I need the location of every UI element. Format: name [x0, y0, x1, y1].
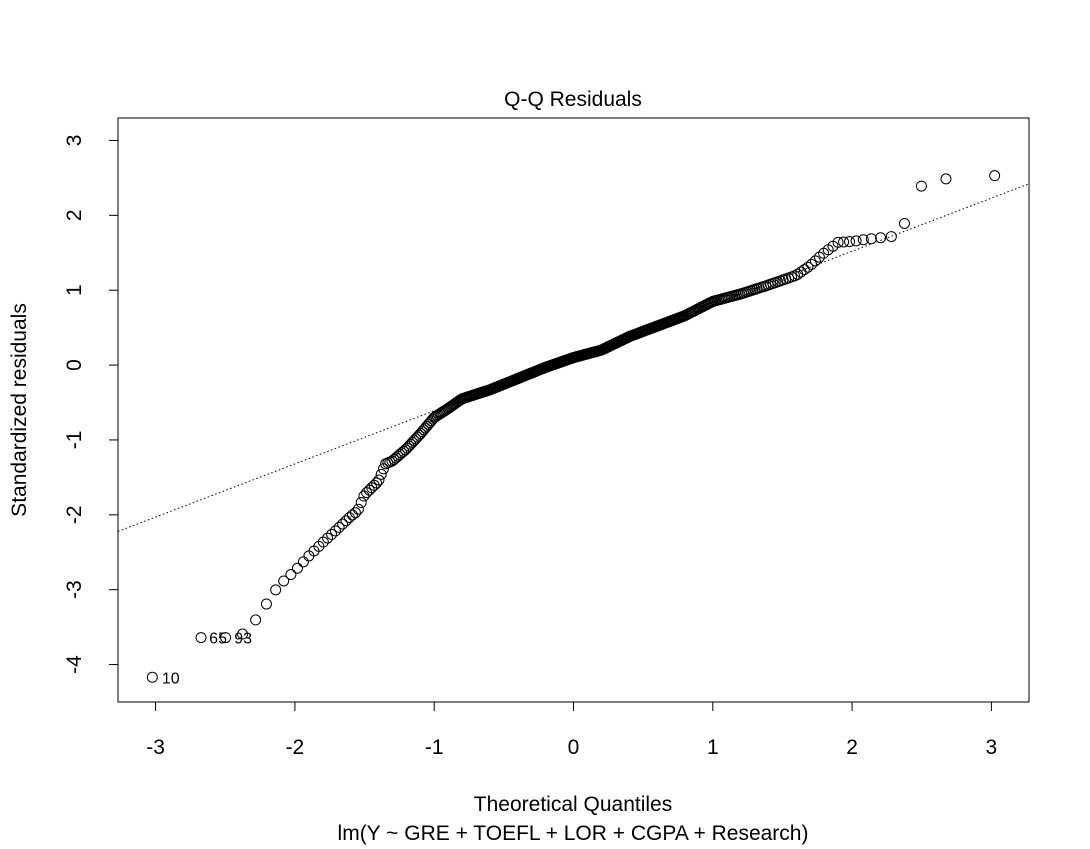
y-tick-label: -2: [63, 505, 86, 524]
residual-point: [802, 261, 814, 273]
residual-point: [850, 235, 862, 247]
x-tick-label: -1: [425, 736, 444, 759]
x-axis-label: Theoretical Quantiles: [474, 793, 672, 816]
residual-point: [377, 463, 389, 475]
y-axis: -4 -3 -2 -1 0 1 2 3: [63, 135, 119, 674]
residual-point: [337, 518, 349, 530]
residual-point: [813, 251, 825, 263]
point-label: 10: [162, 670, 180, 687]
residual-point: [291, 562, 303, 574]
residual-point: [322, 532, 334, 544]
residual-point: [220, 632, 232, 644]
x-tick-label: -3: [146, 736, 165, 759]
x-tick-label: 2: [846, 736, 858, 759]
residual-point: [270, 584, 282, 596]
residual-point: [355, 497, 367, 509]
residual-point: [375, 468, 387, 480]
chart-title: Q-Q Residuals: [504, 88, 642, 111]
residual-point: [844, 236, 856, 248]
residual-point: [195, 632, 207, 644]
residual-point: [285, 569, 297, 581]
y-tick-label: 2: [63, 209, 86, 221]
residual-point: [798, 264, 810, 276]
residual-point: [340, 515, 352, 527]
residual-point: [358, 490, 370, 502]
plot-frame: [117, 117, 1030, 703]
residual-point: [326, 528, 338, 540]
x-axis: -3 -2 -1 0 1 2 3: [146, 701, 998, 759]
residual-point: [333, 521, 345, 533]
residual-point: [915, 180, 927, 192]
residual-points: [146, 170, 1001, 683]
point-labels: 10 65 93: [162, 631, 252, 688]
residual-point: [865, 233, 877, 245]
residual-point: [278, 575, 290, 587]
model-formula-subtitle: lm(Y ~ GRE + TOEFL + LOR + CGPA + Resear…: [338, 822, 809, 845]
residual-point: [809, 255, 821, 267]
residual-point: [806, 258, 818, 270]
residual-point: [297, 556, 309, 568]
y-tick-label: 3: [63, 135, 86, 147]
residual-point: [349, 507, 361, 519]
y-tick-label: -3: [63, 580, 86, 599]
x-tick-label: 3: [986, 736, 998, 759]
residual-point: [352, 503, 364, 515]
residual-point: [898, 217, 910, 229]
residual-point: [373, 474, 385, 486]
y-tick-label: -4: [63, 655, 86, 674]
y-axis-label: Standardized residuals: [8, 303, 31, 517]
x-tick-label: 0: [568, 736, 580, 759]
residual-point: [346, 509, 358, 521]
residual-point: [371, 477, 383, 489]
x-tick-label: -2: [286, 736, 305, 759]
point-label: 93: [234, 631, 252, 648]
y-tick-label: 1: [63, 284, 86, 296]
residual-point: [989, 170, 1001, 182]
y-tick-label: 0: [63, 359, 86, 371]
residual-point: [832, 236, 844, 248]
residual-point: [792, 268, 804, 280]
residual-point: [329, 525, 341, 537]
residual-point: [875, 232, 887, 244]
residual-point: [857, 234, 869, 246]
y-tick-label: -1: [63, 431, 86, 450]
residual-point: [838, 236, 850, 248]
x-tick-label: 1: [707, 736, 719, 759]
residual-point: [237, 628, 249, 640]
residual-point: [317, 536, 329, 548]
residual-point: [146, 671, 158, 683]
residual-point: [940, 173, 952, 185]
residual-point: [885, 231, 897, 243]
residual-point: [260, 598, 272, 610]
point-label: 65: [209, 631, 227, 648]
residual-point: [250, 614, 262, 626]
